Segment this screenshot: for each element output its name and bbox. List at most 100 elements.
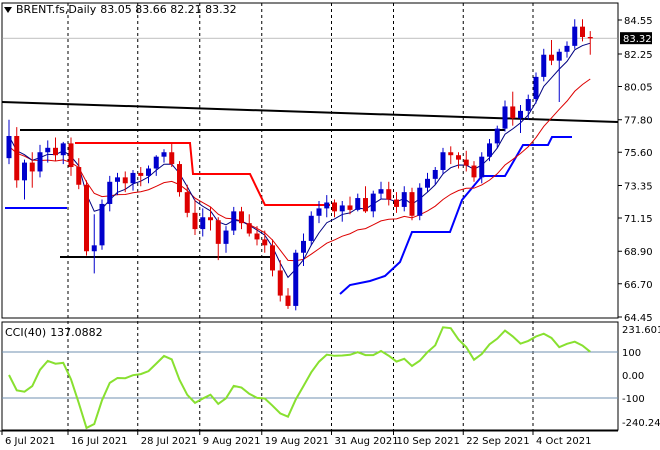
candle-body: [401, 192, 407, 207]
cci-tick-label-0: 231.601: [622, 325, 660, 336]
candle-10[interactable]: [84, 180, 89, 256]
candle-68[interactable]: [533, 72, 539, 104]
cci-tick-label-1: 100: [622, 348, 641, 359]
candle-body: [293, 252, 299, 306]
candle-50[interactable]: [394, 192, 399, 213]
candle-body: [301, 240, 306, 253]
candle-71[interactable]: [556, 48, 562, 103]
candle-45[interactable]: [355, 193, 361, 212]
candle-63[interactable]: [494, 125, 500, 148]
candle-33[interactable]: [262, 230, 268, 253]
candle-59[interactable]: [463, 150, 469, 172]
candle-35[interactable]: [277, 260, 283, 302]
candle-16[interactable]: [130, 169, 136, 191]
candle-75[interactable]: [587, 31, 593, 55]
candle-13[interactable]: [107, 175, 113, 212]
candle-34[interactable]: [270, 239, 275, 277]
candle-74[interactable]: [580, 19, 585, 42]
candle-11[interactable]: [91, 214, 97, 274]
candle-51[interactable]: [401, 186, 407, 212]
candle-47[interactable]: [370, 190, 376, 218]
collapse-arrow-icon[interactable]: [4, 6, 12, 13]
candle-8[interactable]: [68, 137, 74, 176]
symbol-label: BRENT.fs,Daily: [16, 3, 97, 16]
candle-29[interactable]: [231, 206, 237, 235]
candle-1[interactable]: [14, 127, 20, 188]
candle-37[interactable]: [293, 249, 299, 311]
price-tick-label-7: 68.90: [624, 247, 653, 258]
candle-21[interactable]: [169, 143, 175, 168]
candle-body: [192, 212, 198, 230]
candle-3[interactable]: [29, 152, 35, 188]
candle-32[interactable]: [254, 226, 260, 246]
candle-7[interactable]: [60, 141, 66, 165]
candle-55[interactable]: [432, 167, 438, 185]
candle-56[interactable]: [440, 147, 446, 175]
price-tick-label-4: 75.60: [624, 148, 653, 159]
candle-6[interactable]: [53, 137, 58, 162]
axis-layer: 84.55 82.25 80.05 77.80 75.60 73.35 71.15 68.90…: [1, 16, 660, 447]
candle-61[interactable]: [479, 152, 485, 184]
candle-58[interactable]: [456, 152, 461, 169]
candle-5[interactable]: [45, 140, 51, 163]
candle-18[interactable]: [146, 165, 151, 184]
candle-70[interactable]: [549, 39, 554, 66]
candle-54[interactable]: [425, 172, 430, 193]
candle-20[interactable]: [161, 149, 167, 163]
candle-30[interactable]: [239, 206, 244, 230]
candle-body: [370, 193, 376, 212]
candle-52[interactable]: [409, 187, 415, 221]
candle-69[interactable]: [541, 48, 547, 82]
candle-12[interactable]: [99, 199, 105, 250]
candle-body: [525, 99, 531, 111]
candle-25[interactable]: [200, 208, 206, 237]
candle-body: [556, 51, 562, 61]
candle-body: [246, 223, 252, 234]
candle-27[interactable]: [215, 217, 221, 261]
candle-38[interactable]: [301, 233, 306, 267]
candle-0[interactable]: [6, 119, 12, 165]
candle-42[interactable]: [332, 199, 337, 218]
candle-41[interactable]: [324, 195, 330, 218]
candle-4[interactable]: [37, 144, 43, 178]
candle-26[interactable]: [208, 206, 213, 231]
candle-body: [68, 143, 74, 168]
candle-15[interactable]: [122, 171, 128, 193]
candle-60[interactable]: [471, 161, 477, 182]
candle-17[interactable]: [138, 167, 144, 187]
candle-72[interactable]: [564, 41, 570, 58]
candle-57[interactable]: [448, 146, 454, 165]
candle-31[interactable]: [246, 214, 252, 237]
candle-28[interactable]: [223, 226, 229, 253]
candle-62[interactable]: [487, 138, 492, 162]
date-label-2: 28 Jul 2021: [141, 436, 198, 447]
candle-36[interactable]: [285, 288, 291, 309]
price-tick-label-8: 66.70: [624, 280, 653, 291]
candle-46[interactable]: [363, 186, 368, 213]
candle-body: [285, 295, 291, 306]
candle-53[interactable]: [417, 183, 423, 221]
candle-2[interactable]: [22, 159, 27, 200]
candle-67[interactable]: [525, 94, 531, 120]
candle-body: [6, 135, 12, 159]
candle-23[interactable]: [184, 184, 190, 218]
candle-24[interactable]: [192, 199, 198, 235]
candle-65[interactable]: [510, 91, 516, 126]
candle-48[interactable]: [378, 181, 384, 200]
candle-14[interactable]: [115, 172, 120, 196]
ohlc-values: 83.05 83.66 82.21 83.32: [100, 3, 237, 16]
candle-44[interactable]: [347, 196, 353, 215]
candle-49[interactable]: [386, 181, 392, 206]
candle-40[interactable]: [316, 201, 322, 224]
candle-66[interactable]: [518, 104, 523, 134]
candle-19[interactable]: [153, 155, 159, 176]
candle-43[interactable]: [339, 201, 345, 222]
candle-body: [153, 156, 159, 169]
candle-body: [378, 189, 384, 194]
candle-9[interactable]: [76, 158, 82, 190]
candle-73[interactable]: [572, 19, 578, 49]
candle-64[interactable]: [502, 100, 508, 132]
candle-39[interactable]: [308, 211, 314, 246]
candle-22[interactable]: [177, 161, 182, 197]
